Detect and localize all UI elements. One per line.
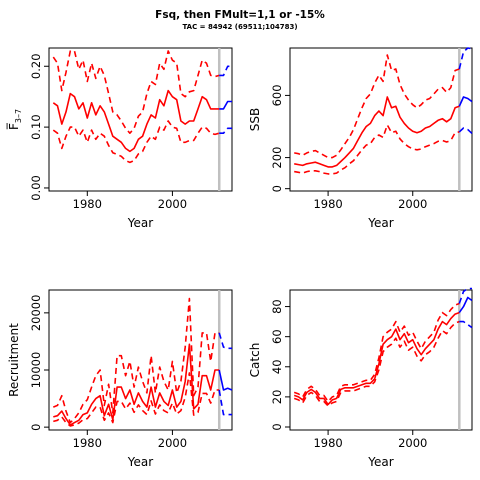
recruitment-projection-estimate-line: [218, 369, 233, 391]
catch-y-tick-label: 40: [270, 359, 284, 374]
ssb-history-estimate-line: [294, 96, 460, 168]
catch-y-tick-label: 80: [270, 299, 284, 314]
catch-projection-lower-bound-line: [459, 320, 473, 329]
catch-projection-estimate-line: [458, 296, 473, 314]
recruitment-plot-frame: [48, 289, 233, 431]
fbar-projection-lower-bound-line: [219, 127, 232, 134]
recruitment-y-tick-label: 20000: [29, 295, 43, 332]
recruitment-y-tick-label: 0: [29, 423, 43, 430]
recruitment-x-axis-label: Year: [127, 455, 153, 469]
catch-y-tick-label: 60: [270, 329, 284, 344]
catch-panel: 1980 2000 0 20 40 60 80 Year Catch: [248, 287, 473, 469]
recruitment-history-lower-bound-line: [53, 372, 220, 427]
catch-y-axis-label: Catch: [248, 343, 262, 378]
catch-x-tick-label: 2000: [398, 436, 427, 450]
fbar-x-tick-label: 1980: [73, 197, 102, 211]
fbar-y-tick-label: 0.00: [29, 175, 43, 201]
catch-history-upper-bound-line: [293, 302, 460, 403]
ssb-panel: 1980 2000 0 200 600 Year SSB: [248, 47, 473, 230]
fbar-y-tick-label: 0.10: [29, 114, 43, 140]
ssb-y-axis-label: SSB: [248, 108, 262, 131]
recruitment-y-axis-label: Recruitment: [7, 323, 21, 397]
catch-y-tick-label: 20: [270, 390, 284, 405]
fbar-y-axis-label-sub: 3–7: [14, 109, 23, 123]
catch-y-tick-label: 0: [270, 423, 284, 430]
catch-history-estimate-line: [293, 311, 460, 406]
recruitment-y-tick-label: 10000: [29, 352, 43, 389]
ssb-plot-frame: [289, 47, 473, 192]
ssb-projection-upper-bound-line: [458, 47, 473, 70]
fbar-projection-upper-bound-line: [219, 65, 232, 77]
ssb-projection-lower-bound-line: [458, 127, 473, 135]
recruitment-x-tick-label: 2000: [158, 436, 187, 450]
fbar-history-estimate-line: [52, 89, 220, 153]
ssb-history-upper-bound-line: [294, 54, 460, 159]
catch-x-tick-label: 1980: [313, 436, 342, 450]
fbar-x-tick-label: 2000: [158, 197, 187, 211]
fbar-y-axis-label-main: F̅: [6, 122, 21, 130]
ssb-x-tick-label: 1980: [313, 197, 342, 211]
fbar-history-lower-bound-line: [52, 120, 220, 164]
ssb-x-tick-label: 2000: [398, 197, 427, 211]
catch-x-axis-label: Year: [367, 455, 393, 469]
ssb-y-tick-label: 200: [270, 147, 284, 169]
fbar-y-axis-label: F̅3–7: [6, 109, 23, 130]
recruitment-history-upper-bound-line: [52, 297, 220, 424]
ssb-projection-estimate-line: [458, 96, 473, 107]
ssb-y-tick-label: 0: [270, 185, 284, 192]
ssb-y-tick-label: 600: [270, 84, 284, 106]
fbar-projection-estimate-line: [219, 100, 232, 110]
recruitment-x-tick-label: 1980: [73, 436, 102, 450]
recruitment-history-estimate-line: [53, 343, 220, 426]
fbar-plot-frame: [48, 47, 233, 192]
fbar-x-axis-label: Year: [127, 216, 153, 230]
fbar-panel: 1980 2000 0.00 0.10 0.20 Year F̅3–7: [6, 47, 233, 230]
recruitment-projection-upper-bound-line: [218, 332, 232, 350]
catch-plot-frame: [289, 289, 473, 431]
figure-title: Fsq, then FMult=1,1 or -15%: [155, 9, 325, 21]
ssb-history-lower-bound-line: [294, 124, 460, 175]
figure-subtitle: TAC = 84942 (69511;104783): [182, 23, 298, 31]
fbar-y-tick-label: 0.20: [29, 53, 43, 79]
catch-projection-upper-bound-line: [458, 287, 472, 304]
ssb-x-axis-label: Year: [367, 216, 393, 230]
fbar-history-upper-bound-line: [52, 50, 220, 134]
recruitment-projection-lower-bound-line: [218, 389, 232, 416]
